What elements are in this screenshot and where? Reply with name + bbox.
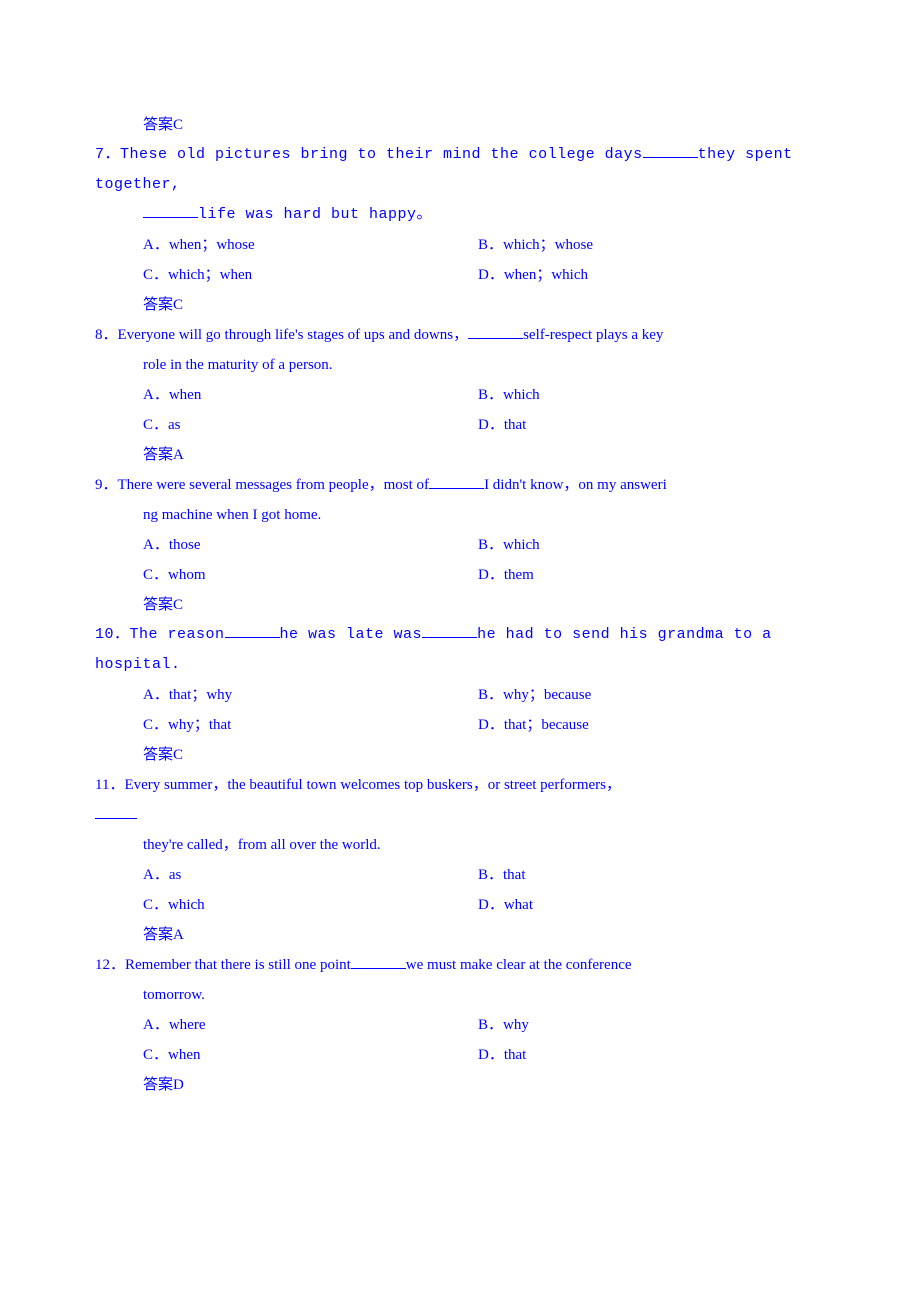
q8-line2: role in the maturity of a person.: [95, 350, 825, 380]
q6-answer: C: [173, 117, 183, 133]
q7-options-row1: A．when；whose B．which；whose: [95, 230, 825, 260]
q7-options-row2: C．which；when D．when；which: [95, 260, 825, 290]
q10-options-row2: C．why；that D．that；because: [95, 710, 825, 740]
q6-answer-line: 答案C: [95, 110, 825, 140]
q8-answer-line: 答案A: [95, 440, 825, 470]
q7-answer-line: 答案C: [95, 290, 825, 320]
q11-line1b: [95, 800, 825, 830]
blank: [643, 142, 698, 158]
q9-line1: 9．There were several messages from peopl…: [95, 470, 825, 500]
q9-answer: C: [173, 597, 183, 613]
q10-options-row1: A．that；why B．why；because: [95, 680, 825, 710]
q8-answer: A: [173, 447, 184, 463]
q9-opt-c: C．whom: [143, 560, 478, 590]
blank: [468, 323, 523, 339]
q8-opt-a: A．when: [143, 380, 478, 410]
q10-opt-d: D．that；because: [478, 710, 589, 740]
q11-answer-line: 答案A: [95, 920, 825, 950]
q7-opt-a: A．when；whose: [143, 230, 478, 260]
q10-line1: 10．The reasonhe was late washe had to se…: [95, 620, 825, 680]
q10-answer-line: 答案C: [95, 740, 825, 770]
q12-options-row1: A．where B．why: [95, 1010, 825, 1040]
q7-opt-d: D．when；which: [478, 260, 588, 290]
answer-label: 答案: [143, 927, 173, 943]
q12-opt-d: D．that: [478, 1040, 526, 1070]
q12-options-row2: C．when D．that: [95, 1040, 825, 1070]
q10-opt-a: A．that；why: [143, 680, 478, 710]
blank: [422, 622, 477, 638]
q11-opt-d: D．what: [478, 890, 533, 920]
q7-answer: C: [173, 297, 183, 313]
q10-answer: C: [173, 747, 183, 763]
answer-label: 答案: [143, 117, 173, 133]
answer-label: 答案: [143, 447, 173, 463]
q9-opt-b: B．which: [478, 530, 540, 560]
q11-opt-a: A．as: [143, 860, 478, 890]
q9-line2: ng machine when I got home.: [95, 500, 825, 530]
q9-opt-d: D．them: [478, 560, 534, 590]
blank: [95, 803, 137, 819]
q8-options-row2: C．as D．that: [95, 410, 825, 440]
q9-options-row2: C．whom D．them: [95, 560, 825, 590]
q11-options-row1: A．as B．that: [95, 860, 825, 890]
q9-opt-a: A．those: [143, 530, 478, 560]
q7-line2: life was hard but happy。: [95, 200, 825, 230]
answer-label: 答案: [143, 1077, 173, 1093]
q11-opt-c: C．which: [143, 890, 478, 920]
q8-line1: 8．Everyone will go through life's stages…: [95, 320, 825, 350]
q8-opt-d: D．that: [478, 410, 526, 440]
q11-line1: 11．Every summer，the beautiful town welco…: [95, 770, 825, 800]
q12-opt-a: A．where: [143, 1010, 478, 1040]
q12-answer-line: 答案D: [95, 1070, 825, 1100]
q10-opt-b: B．why；because: [478, 680, 591, 710]
q11-options-row2: C．which D．what: [95, 890, 825, 920]
q10-opt-c: C．why；that: [143, 710, 478, 740]
q7-opt-c: C．which；when: [143, 260, 478, 290]
q8-options-row1: A．when B．which: [95, 380, 825, 410]
answer-label: 答案: [143, 597, 173, 613]
q8-opt-b: B．which: [478, 380, 540, 410]
answer-label: 答案: [143, 747, 173, 763]
q12-line1: 12．Remember that there is still one poin…: [95, 950, 825, 980]
answer-label: 答案: [143, 297, 173, 313]
q11-answer: A: [173, 927, 184, 943]
q12-opt-c: C．when: [143, 1040, 478, 1070]
page-container: 答案C 7．These old pictures bring to their …: [0, 0, 920, 1302]
q7-opt-b: B．which；whose: [478, 230, 593, 260]
blank: [351, 953, 406, 969]
q12-line2: tomorrow.: [95, 980, 825, 1010]
q9-options-row1: A．those B．which: [95, 530, 825, 560]
q8-opt-c: C．as: [143, 410, 478, 440]
q9-answer-line: 答案C: [95, 590, 825, 620]
blank: [429, 473, 484, 489]
q11-line2: they're called，from all over the world.: [95, 830, 825, 860]
blank: [225, 622, 280, 638]
q12-opt-b: B．why: [478, 1010, 529, 1040]
q7-line1: 7．These old pictures bring to their mind…: [95, 140, 825, 200]
q12-answer: D: [173, 1077, 184, 1093]
q11-opt-b: B．that: [478, 860, 526, 890]
blank: [143, 202, 198, 218]
